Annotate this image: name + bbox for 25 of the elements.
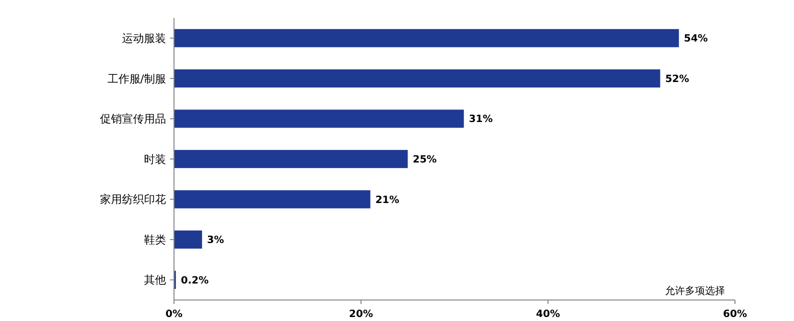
data-label: 21% bbox=[375, 194, 400, 206]
y-tick-label: 时装 bbox=[144, 152, 166, 166]
y-tick-label: 其他 bbox=[144, 274, 166, 287]
x-tick-label: 20% bbox=[349, 309, 373, 320]
y-tick-label: 运动服装 bbox=[122, 32, 166, 45]
x-tick-label: 60% bbox=[723, 309, 747, 320]
y-tick-label: 工作服/制服 bbox=[107, 72, 166, 86]
y-tick-label: 促销宣传用品 bbox=[100, 112, 166, 126]
bar bbox=[174, 230, 202, 249]
bar bbox=[174, 150, 408, 168]
data-label: 25% bbox=[412, 154, 437, 166]
data-label: 0.2% bbox=[180, 275, 209, 286]
data-label: 3% bbox=[207, 235, 224, 246]
data-label: 52% bbox=[665, 74, 690, 85]
y-tick-label: 鞋类 bbox=[144, 233, 166, 246]
bar bbox=[174, 190, 370, 208]
bar bbox=[174, 110, 464, 128]
bar bbox=[174, 69, 660, 88]
y-tick-label: 家用纺织印花 bbox=[100, 193, 166, 206]
data-label: 54% bbox=[684, 34, 708, 45]
x-tick-label: 40% bbox=[536, 309, 560, 320]
bar bbox=[174, 29, 679, 48]
annotation: 允许多项选择 bbox=[665, 285, 725, 297]
data-label: 31% bbox=[468, 114, 493, 126]
x-tick-label: 0% bbox=[166, 309, 182, 320]
